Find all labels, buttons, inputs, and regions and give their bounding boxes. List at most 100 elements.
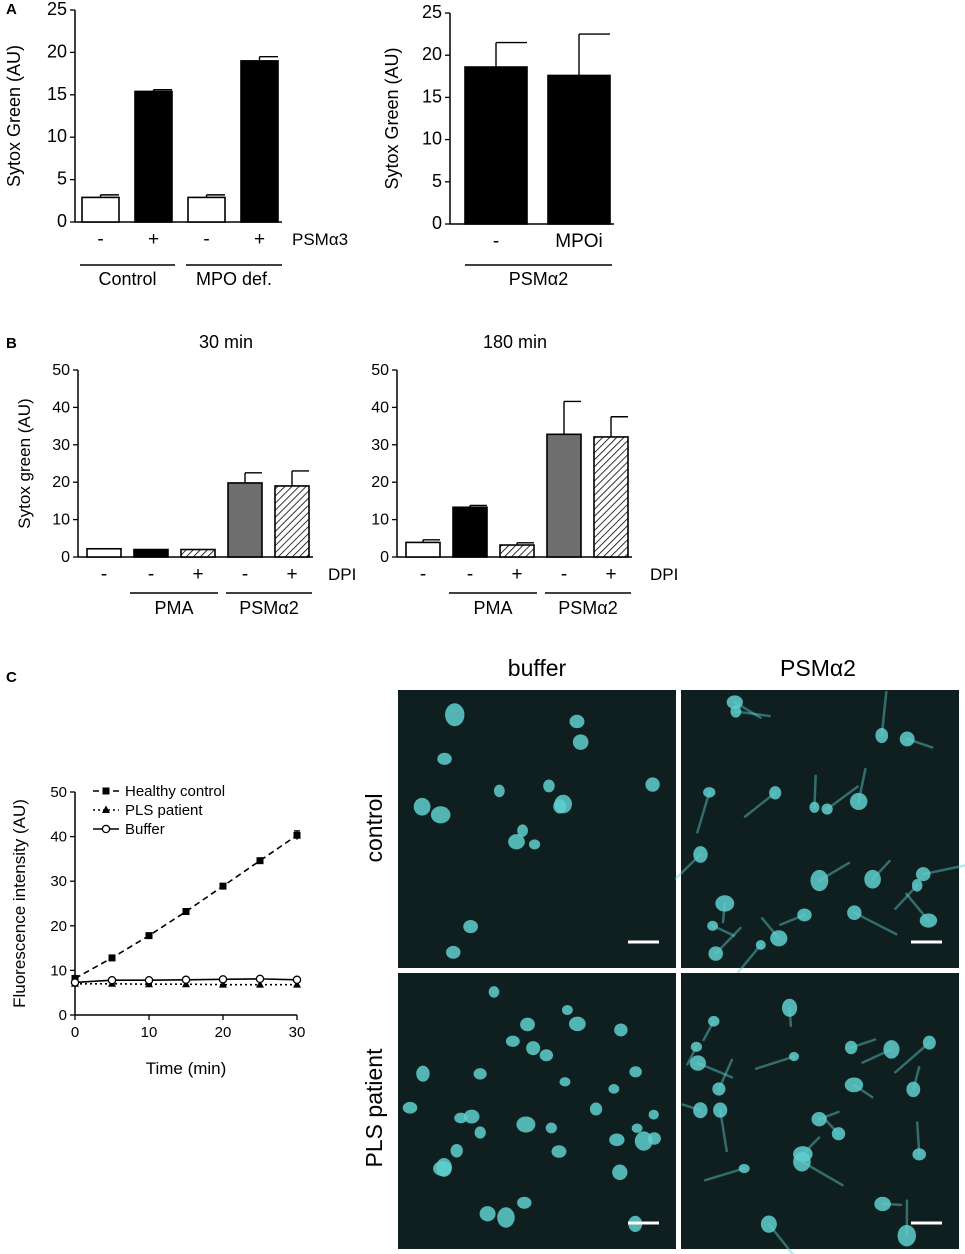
cell-nucleus [473,1068,487,1080]
y-tick-label: 20 [50,918,67,935]
cell-nucleus [811,1112,827,1127]
bar [593,436,629,558]
cell-nucleus [690,1041,703,1052]
cell-nucleus [645,777,660,792]
cell-nucleus [648,1109,659,1120]
cell-nucleus [849,792,868,810]
cell-nucleus [906,1081,921,1098]
y-tick-label: 15 [47,84,67,104]
net-fiber [825,785,859,811]
y-tick-label: 5 [432,171,442,191]
treatment-row-label: PSMα3 [292,230,348,249]
cell-nucleus [430,806,451,824]
micrograph-background [681,973,959,1249]
chart-a2-psma2-mpoi: 0 5 10 15 20 25 Sytox Green (AU) - MPOi PSMα2 [382,2,614,289]
cell-nucleus [508,834,525,850]
x-tick-label: 20 [215,1024,232,1041]
cell-nucleus [497,1207,515,1228]
cell-nucleus [436,1158,452,1177]
net-fiber [743,791,777,818]
cell-nucleus [919,913,938,928]
group-label: PSMα2 [509,269,568,289]
y-axis-title: Sytox Green (AU) [4,45,24,187]
cell-nucleus [572,734,589,750]
x-tick-label: - [242,564,248,585]
cell-nucleus [551,1145,567,1158]
x-tick-label: - [97,229,103,250]
x-tick-label: 10 [141,1024,158,1041]
bar [452,506,488,558]
cell-nucleus [844,1040,858,1055]
cell-nucleus [809,801,820,813]
x-tick-label: + [511,564,522,585]
cell-nucleus [821,803,833,815]
y-tick-label: 10 [50,962,67,979]
x-tick-label: - [561,564,567,585]
bar [274,485,310,558]
cell-nucleus [911,879,923,892]
y-tick-label: 10 [371,512,389,529]
cell-nucleus [844,1077,864,1093]
cell-nucleus [793,1151,811,1172]
y-axis-title: Sytox Green (AU) [382,47,402,189]
net-fiber [734,710,771,718]
cell-nucleus [463,1109,480,1124]
cell-nucleus [559,1077,571,1087]
x-tick-label: + [192,564,203,585]
x-tick-label: 30 [289,1024,306,1041]
y-axis-title: Fluorescence intensity (AU) [10,799,29,1008]
chart-b1-30min: 0 10 20 30 40 50 Sytox green (AU) 30 min - - + - + DP… [15,332,356,618]
bar [547,74,611,225]
micrograph-background [681,690,959,968]
data-point-triangle [219,980,227,988]
cell-nucleus [883,1040,900,1059]
micrograph-background [398,973,676,1249]
y-tick-label: 40 [52,399,70,416]
y-tick-label: 30 [50,873,67,890]
bar [405,541,441,558]
data-point-circle [70,978,80,987]
x-axis-title: Time (min) [146,1059,227,1078]
cell-nucleus [446,945,461,959]
cell-nucleus [517,824,528,837]
cell-nucleus [788,1051,799,1062]
legend-label: Healthy control [125,783,225,800]
micrograph-control-buffer [398,690,676,968]
group-label: PSMα2 [558,598,617,618]
cell-nucleus [897,1224,917,1247]
data-point-square [102,787,110,795]
bar [86,547,122,558]
legend-label: Buffer [125,821,165,838]
x-tick-label: MPOi [555,231,603,252]
cell-nucleus [899,731,915,747]
y-tick-label: 20 [47,41,67,61]
cell-nucleus [463,919,478,934]
cell-nucleus [505,1035,520,1047]
x-tick-label: - [203,229,209,250]
cell-nucleus [847,905,862,921]
cell-nucleus [474,1126,486,1139]
cell-nucleus [631,1123,643,1133]
bar [134,90,173,223]
cell-nucleus [831,1127,846,1141]
data-point-square [108,954,116,962]
panel-letter-a: A [6,1,17,18]
treatment-row-label: DPI [328,565,356,584]
micrograph-col-label-psma2: PSMα2 [780,655,856,681]
y-tick-label: 50 [52,362,70,379]
cell-nucleus [915,867,931,882]
group-label: MPO def. [196,269,272,289]
cell-nucleus [797,908,812,922]
bar [499,544,535,558]
x-tick-label: - [420,564,426,585]
cell-nucleus [479,1206,496,1222]
panel-letter-c: C [6,669,17,686]
y-tick-label: 25 [47,0,67,19]
y-tick-label: 15 [422,86,442,106]
chart-title: 180 min [483,332,547,352]
treatment-row-label: DPI [650,565,678,584]
cell-nucleus [554,794,572,814]
x-tick-label: + [605,564,616,585]
x-tick-label: + [254,229,265,250]
